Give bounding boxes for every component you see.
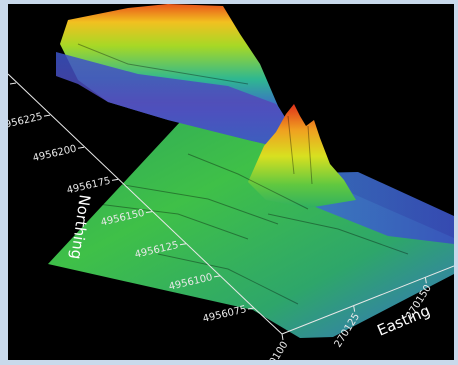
texture-line [307,125,313,185]
texture-line [267,213,409,255]
surface-floor [48,122,454,338]
texture-line [97,203,249,240]
northing-tick-mark [213,275,221,278]
easting-tick-label: 270100 [261,340,291,360]
northing-tick-label: 4956200 [32,143,78,164]
texture-line [287,115,295,175]
texture-line [157,253,299,305]
chart-frame: 4956075 4956100 4956125 4956150 4956175 49562… [8,4,454,360]
northing-tick-mark [179,243,187,246]
surface-terrain [48,4,454,338]
texture-line [187,153,309,210]
northing-tick-mark [9,82,17,85]
northing-tick-mark [43,114,51,117]
northing-tick-mark [77,146,85,149]
northing-tick-label: 4956225 [8,111,44,132]
easting-tick-mark [353,305,356,312]
easting-tick-mark [281,333,284,341]
northing-tick-label: 4956250 [8,79,10,100]
northing-axis-line [8,73,255,309]
surface-plot: 4956075495610049561254956150495617549562… [8,4,454,360]
northing-tick-label: 4956175 [66,176,112,197]
northing-tick-mark [145,211,153,214]
surface-texture [77,43,409,305]
northing-tick-mark [111,178,119,181]
texture-line [117,183,279,225]
northing-tick-label: 4956075 [202,304,248,325]
texture-line [77,43,249,85]
easting-tick-mark [424,277,427,284]
axis-corner-line [253,307,283,335]
surface-peak [248,104,356,208]
northing-tick-mark [247,307,255,310]
surface-trough [56,52,308,154]
